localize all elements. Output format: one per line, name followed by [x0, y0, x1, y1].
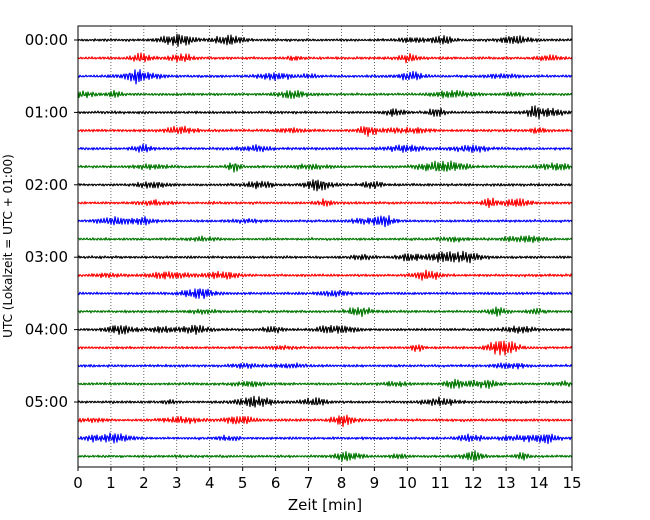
trace-0030: [77, 69, 573, 85]
trace-0545: [77, 450, 573, 462]
y-tick-label: 05:00: [25, 393, 68, 411]
y-tick-label: 00:00: [25, 31, 68, 49]
y-tick-label: 02:00: [25, 176, 68, 194]
trace-0130: [77, 143, 573, 153]
trace-0500: [77, 395, 573, 408]
trace-0115: [77, 125, 573, 137]
x-tick-label: 13: [497, 474, 516, 492]
x-axis-title: Zeit [min]: [288, 496, 362, 514]
trace-0045: [77, 89, 573, 100]
x-tick-label: 15: [562, 474, 581, 492]
trace-0530: [77, 432, 573, 445]
x-tick-label: 0: [73, 474, 83, 492]
trace-0300: [77, 250, 573, 264]
y-axis-ticks: 00:00 01:00 02:00 03:00 04:00 05:00: [25, 31, 78, 411]
y-tick-label: 03:00: [25, 248, 68, 266]
x-tick-label: 14: [530, 474, 549, 492]
x-tick-label: 7: [304, 474, 314, 492]
x-tick-label: 12: [464, 474, 483, 492]
x-tick-label: 9: [370, 474, 380, 492]
trace-0445: [77, 378, 573, 390]
trace-0315: [77, 269, 573, 281]
plot-frame: [77, 25, 573, 468]
x-tick-label: 5: [238, 474, 248, 492]
x-tick-label: 3: [172, 474, 182, 492]
trace-0245: [77, 235, 573, 244]
trace-0515: [77, 414, 573, 428]
x-tick-label: 11: [431, 474, 450, 492]
trace-0330: [77, 288, 573, 300]
seismogram-traces: [77, 33, 573, 462]
trace-0015: [77, 52, 573, 64]
y-axis-title: UTC (Lokalzeit = UTC + 01:00): [1, 154, 15, 338]
x-tick-label: 8: [337, 474, 347, 492]
x-tick-label: 1: [106, 474, 116, 492]
trace-0400: [77, 324, 573, 335]
trace-0430: [77, 362, 573, 370]
x-tick-label: 4: [205, 474, 215, 492]
x-tick-label: 6: [271, 474, 281, 492]
trace-0230: [77, 215, 573, 228]
trace-0345: [77, 306, 573, 318]
trace-0100: [77, 105, 573, 120]
x-tick-label: 2: [139, 474, 149, 492]
trace-0200: [77, 179, 573, 192]
x-axis-ticks: 0 1 2 3 4 5 6 7 8 9 10 11 12 13 14 15: [73, 467, 582, 492]
y-tick-label: 01:00: [25, 103, 68, 121]
x-tick-label: 10: [398, 474, 417, 492]
trace-0415: [77, 340, 573, 356]
trace-0145: [77, 160, 573, 173]
trace-0000: [77, 33, 573, 47]
trace-0215: [77, 197, 573, 209]
y-tick-label: 04:00: [25, 321, 68, 339]
plot-background: [78, 26, 572, 467]
